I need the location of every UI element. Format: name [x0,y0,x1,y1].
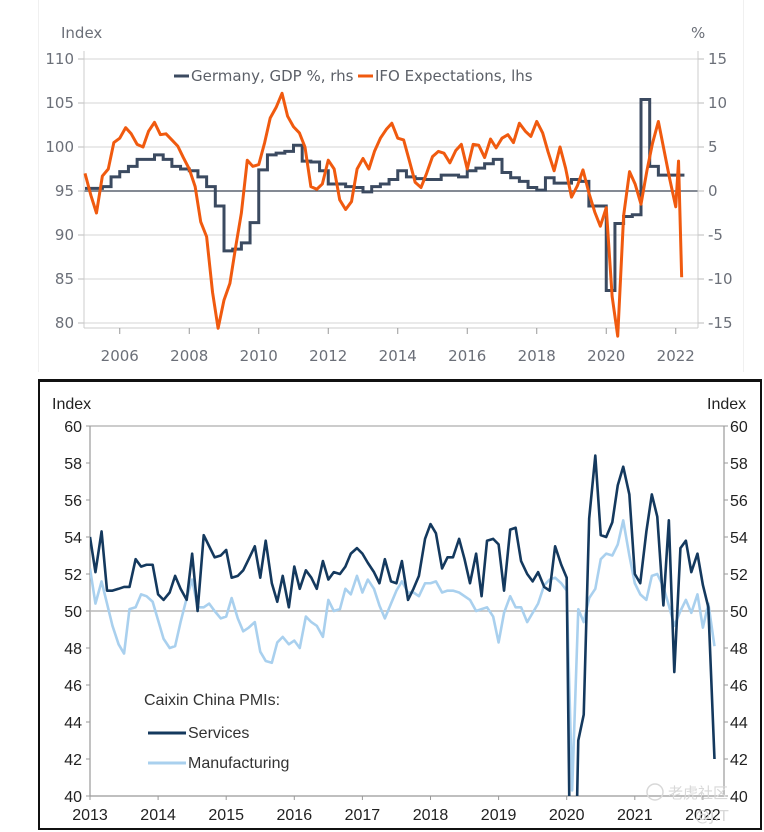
y-tick-label-right: 0 [708,182,718,200]
left-axis-label: Index [61,24,102,42]
y-tick-label-left: 50 [64,604,82,621]
x-tick-label: 2016 [277,807,313,824]
y-tick-label-right: 50 [730,604,748,621]
y-tick-label-right: 60 [730,419,748,436]
y-tick-label-left: 48 [64,641,82,658]
x-tick-label: 2013 [72,807,108,824]
y-tick-label-left: 58 [64,456,82,473]
x-tick-label: 2010 [240,347,278,365]
y-tick-label-left: 95 [55,182,74,200]
y-tick-label-left: 100 [45,138,74,156]
x-tick-label: 2006 [101,347,139,365]
x-tick-label: 2012 [309,347,347,365]
y-tick-label-right: 46 [730,678,748,695]
x-tick-label: 2015 [208,807,244,824]
x-tick-label: 2018 [413,807,449,824]
legend: Germany, GDP %, rhs IFO Expectations, lh… [174,67,533,85]
legend-label-services: Services [188,725,249,742]
y-tick-label-left: 44 [64,715,82,732]
y-tick-label-right: 10 [708,94,727,112]
series-line-ifo [83,91,684,338]
series-line-gdp [85,97,685,292]
y-tick-label-right: 5 [708,138,718,156]
y-tick-label-right: 58 [730,456,748,473]
watermark-credit: @J.T [695,807,729,825]
right-axis-label: Index [707,396,746,413]
y-tick-label-left: 42 [64,752,82,769]
right-axis-label: % [691,24,705,42]
x-tick-label: 2020 [587,347,625,365]
y-tick-label-left: 60 [64,419,82,436]
germany-chart-panel: 110 105 100 95 90 85 80 15 10 5 0 -5 -10 -15 2006 2008 2… [38,0,744,372]
legend: Caixin China PMIs: Services Manufacturin… [144,692,289,772]
x-tick-label: 2016 [448,347,486,365]
china-pmi-chart: 60 60 58 58 56 56 54 54 52 52 50 50 48 48 46 46 44 44 42 42… [52,396,748,825]
series-line-services [90,454,716,796]
left-axis-label: Index [52,396,91,413]
x-tick-label: 2022 [657,347,695,365]
x-tick-label: 2014 [379,347,417,365]
legend-label-gdp: Germany, GDP %, rhs [191,67,354,85]
legend-label-ifo: IFO Expectations, lhs [375,67,533,85]
x-tick-label: 2017 [345,807,381,824]
y-tick-label-right: 42 [730,752,748,769]
x-tick-label: 2021 [617,807,653,824]
y-tick-label-left: 90 [55,226,74,244]
y-tick-label-right: -10 [708,270,733,288]
x-tick-label: 2022 [685,807,721,824]
y-tick-label-left: 54 [64,530,82,547]
y-tick-label-right: 56 [730,493,748,510]
y-tick-label-left: 52 [64,567,82,584]
x-tick-label: 2019 [481,807,517,824]
y-tick-label-left: 85 [55,270,74,288]
x-tick-label: 2014 [140,807,176,824]
x-tick-label: 2020 [549,807,585,824]
y-tick-label-right: 54 [730,530,748,547]
china-pmi-chart-panel: 60 60 58 58 56 56 54 54 52 52 50 50 48 48 46 46 44 44 42 42… [38,379,762,830]
watermark-logo-icon [646,783,664,801]
x-tick-label: 2018 [518,347,556,365]
y-tick-label-left: 105 [45,94,74,112]
y-tick-label-right: -15 [708,314,733,332]
y-tick-label-right: 52 [730,567,748,584]
watermark: 老虎社区 @J.T [646,783,729,825]
y-tick-label-left: 46 [64,678,82,695]
y-tick-label-right: -5 [708,226,723,244]
x-tick-label: 2008 [170,347,208,365]
legend-label-manufacturing: Manufacturing [188,755,289,772]
watermark-text: 老虎社区 [668,784,728,802]
y-tick-label-left: 110 [45,50,74,68]
y-tick-label-left: 40 [64,789,82,806]
y-tick-label-left: 56 [64,493,82,510]
series-line-manufacturing [90,519,716,792]
y-tick-label-right: 15 [708,50,727,68]
y-tick-label-right: 40 [730,789,748,806]
y-tick-label-right: 44 [730,715,748,732]
y-tick-label-right: 48 [730,641,748,658]
legend-title: Caixin China PMIs: [144,692,280,709]
y-tick-label-left: 80 [55,314,74,332]
